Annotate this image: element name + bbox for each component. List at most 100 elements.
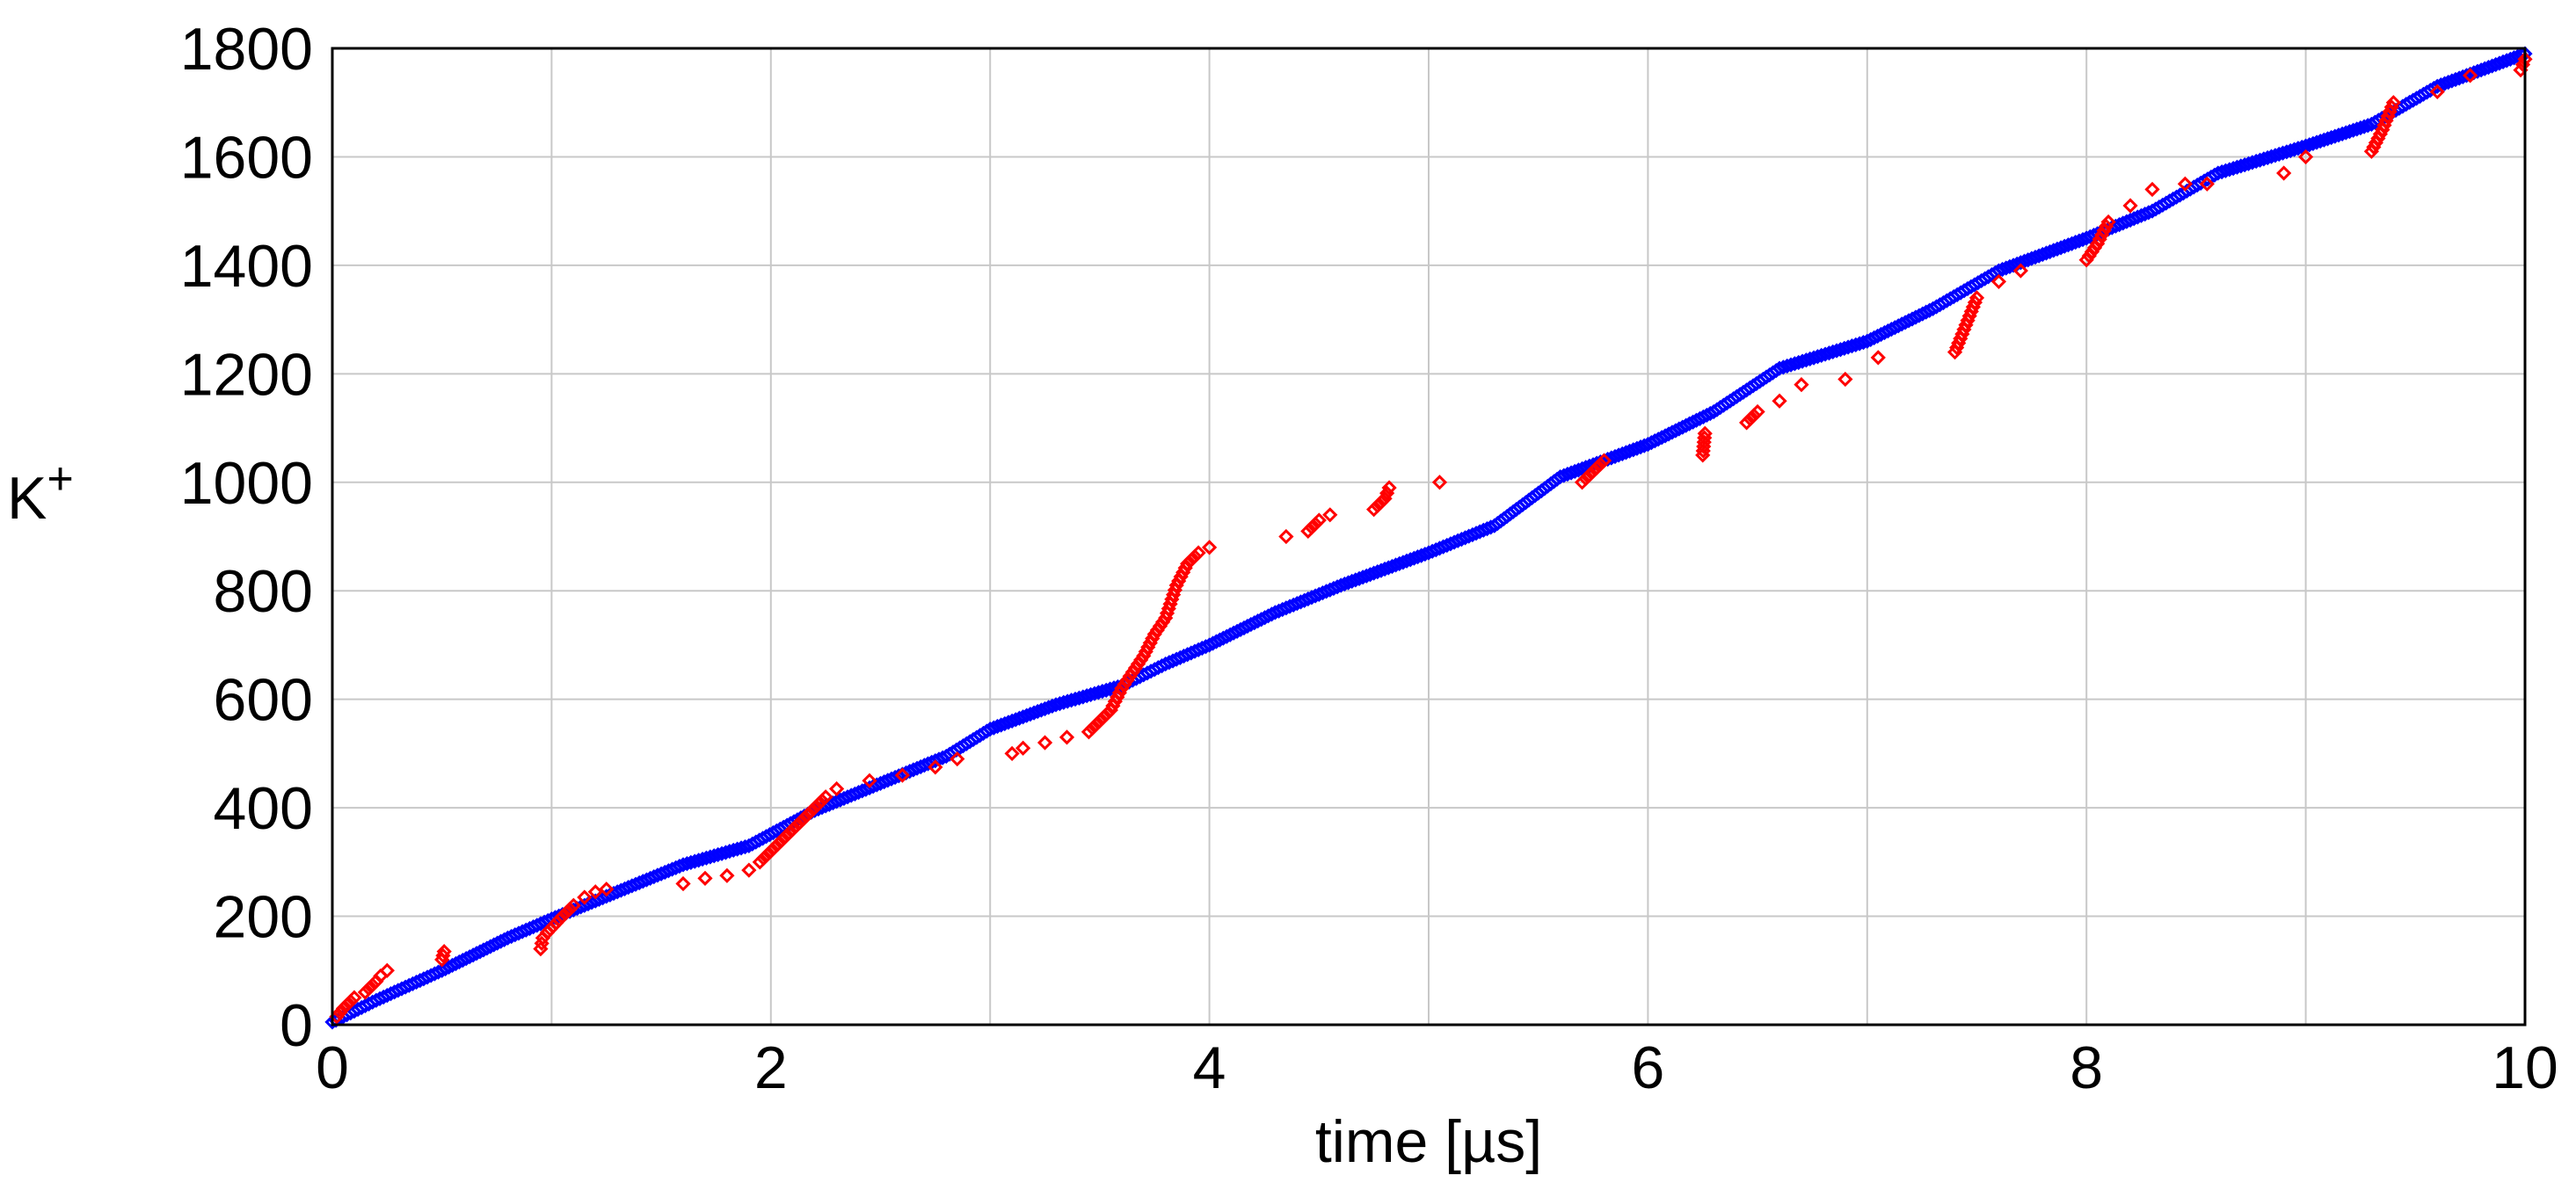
data-point [1582, 467, 1597, 483]
data-point [1127, 660, 1144, 676]
data-point [365, 977, 381, 993]
data-point [1370, 497, 1386, 514]
data-point [339, 997, 355, 1012]
data-point [2100, 214, 2116, 230]
data-point [1968, 290, 1985, 306]
data-point [343, 993, 359, 1009]
data-point [1152, 618, 1168, 634]
x-tick-labels: 0 2 4 6 8 10 [316, 1034, 2558, 1101]
x-tick-label: 2 [754, 1034, 788, 1101]
y-tick-label: 200 [214, 884, 313, 951]
data-point [1004, 745, 1020, 762]
data-point [1088, 716, 1104, 733]
x-tick-label: 10 [2492, 1034, 2558, 1101]
data-point [335, 1000, 352, 1017]
data-point [1099, 706, 1115, 722]
data-point [357, 984, 374, 1000]
data-point [777, 829, 794, 845]
data-point [1739, 415, 1755, 431]
y-tick-label: 1600 [180, 124, 313, 191]
data-point [675, 875, 691, 892]
data-point [1190, 545, 1206, 561]
data-point [1304, 519, 1320, 535]
data-point [555, 908, 571, 925]
data-point [1574, 475, 1590, 490]
y-tick-label: 400 [214, 775, 313, 842]
data-point [587, 884, 603, 900]
y-tick-label: 1800 [180, 16, 313, 83]
data-point [1180, 555, 1196, 571]
data-point [2086, 240, 2103, 256]
data-point [792, 814, 808, 831]
data-point [741, 862, 757, 878]
data-point [1300, 523, 1316, 539]
data-point [789, 818, 804, 834]
data-point [807, 800, 823, 816]
data-point [2144, 181, 2160, 198]
y-tick-label: 1400 [180, 233, 313, 300]
data-point [755, 851, 772, 867]
data-point [332, 1005, 348, 1020]
data-point [379, 962, 395, 978]
data-point [1124, 664, 1140, 680]
y-tick-label: 800 [214, 558, 313, 625]
data-point [1084, 720, 1101, 736]
x-tick-label: 8 [2070, 1034, 2103, 1101]
data-point [1322, 507, 1338, 523]
data-point [2463, 68, 2478, 83]
data-point [1092, 713, 1108, 729]
data-point [2122, 198, 2138, 214]
data-point [2429, 83, 2445, 99]
data-point [1311, 512, 1327, 528]
data-point [752, 854, 768, 870]
data-point [346, 990, 362, 1005]
data-point [1059, 729, 1075, 745]
data-point [818, 789, 833, 805]
data-point [1307, 516, 1323, 532]
data-point [1746, 408, 1762, 424]
series-red [329, 51, 2533, 1025]
data-point [1095, 709, 1111, 725]
data-point [760, 846, 775, 863]
data-point [1015, 740, 1031, 756]
data-point [811, 796, 826, 812]
y-tick-label: 600 [214, 667, 313, 734]
data-point [1122, 668, 1138, 685]
data-point [928, 759, 943, 775]
x-tick-label: 0 [316, 1034, 349, 1101]
data-point [436, 944, 452, 960]
data-point [1119, 672, 1135, 688]
data-point [1794, 377, 1809, 393]
data-point [1578, 471, 1594, 487]
data-point [1146, 626, 1162, 642]
data-point [1589, 460, 1605, 475]
data-point [1183, 552, 1199, 568]
data-point [1990, 273, 2007, 290]
plot-frame [331, 47, 2527, 1027]
data-point [1130, 656, 1146, 672]
y-axis-title-main: K [7, 465, 47, 532]
data-point [828, 780, 845, 797]
data-point [1201, 540, 1218, 555]
data-point [2385, 95, 2401, 111]
data-point [1870, 350, 1886, 366]
data-point [796, 810, 811, 827]
data-point [1187, 548, 1203, 564]
data-point [1431, 475, 1448, 490]
grid [332, 48, 2525, 1025]
data-point [1373, 494, 1389, 511]
data-point [785, 822, 801, 838]
data-point [1278, 528, 1294, 545]
y-axis-title-superscript: + [47, 454, 73, 504]
data-point [2012, 263, 2029, 279]
data-point [774, 832, 790, 848]
data-point [1037, 735, 1053, 751]
y-axis-title: K+ [7, 454, 74, 532]
data-point [719, 867, 735, 883]
data-point [1743, 411, 1758, 427]
data-point [2081, 248, 2097, 264]
data-point [1596, 453, 1612, 468]
data-point [2177, 176, 2194, 192]
